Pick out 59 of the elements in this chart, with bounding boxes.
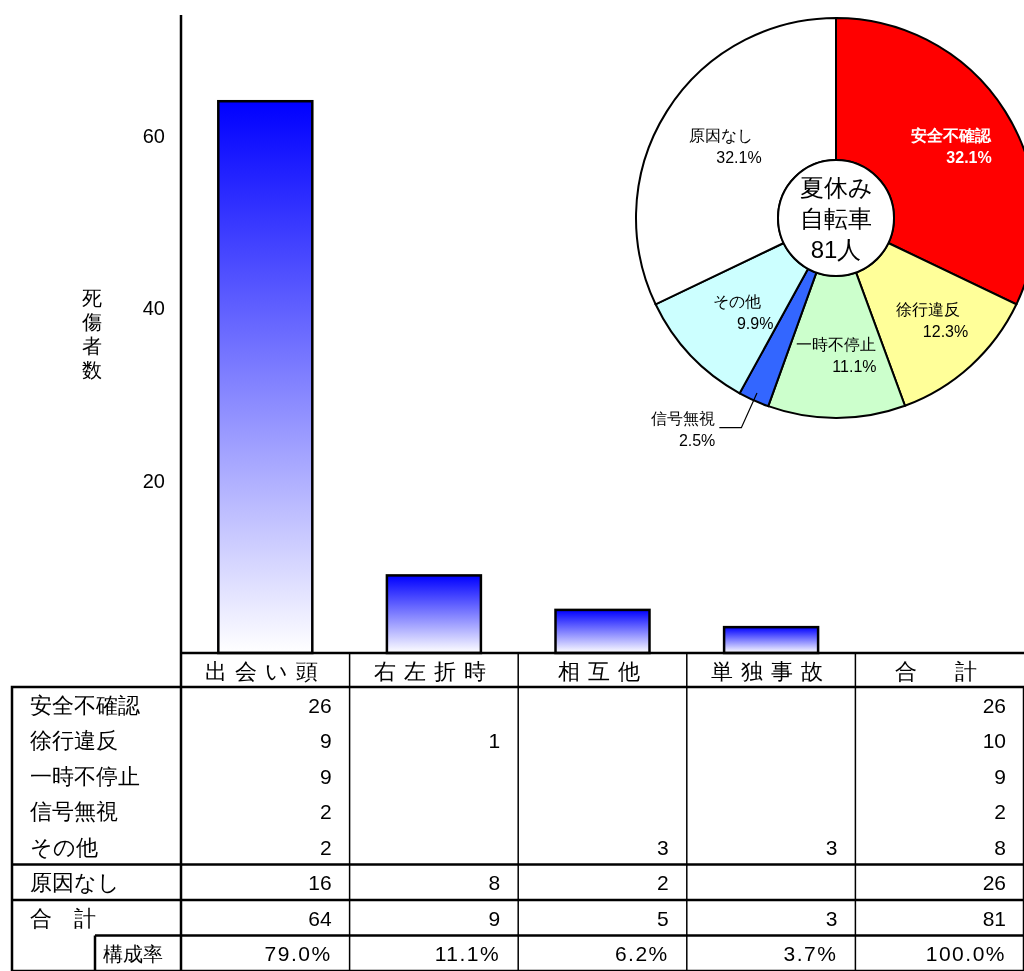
y-axis-title: 死傷者数 [81, 287, 102, 381]
y-tick-label: 一時不停止 [30, 763, 140, 789]
data-label: 11.1% [434, 942, 501, 966]
slice-label: 徐行違反 [895, 300, 960, 318]
data-label: 5 [657, 906, 669, 930]
data-label: 81 [982, 906, 1006, 930]
slice-label: 安全不確認 [911, 126, 993, 145]
data-label: 6.2% [614, 942, 669, 966]
data-label: 3 [657, 835, 669, 859]
data-label: 3.7% [783, 942, 838, 966]
annotation: 自転車 [800, 205, 872, 232]
y-tick-label: 徐行違反 [30, 728, 118, 754]
data-label: 32.1% [716, 149, 762, 167]
data-label: 64 [308, 906, 332, 930]
data-label: 16 [308, 871, 332, 895]
y-tick-label: 原因なし [30, 870, 120, 896]
data-label: 32.1% [946, 149, 992, 167]
data-label: 79.0% [264, 942, 332, 966]
x-tick-label: 合 計 [894, 659, 985, 684]
y-tick-label: 40 [142, 297, 165, 320]
data-label: 8 [488, 871, 501, 895]
data-label: 3 [825, 835, 838, 859]
data-label: 2 [319, 835, 332, 859]
data-label: 2.5% [678, 431, 716, 449]
data-label: 9.9% [736, 315, 774, 333]
annotation: 81人 [810, 236, 862, 263]
x-tick-label: 相互他 [557, 659, 648, 684]
y-tick-label: その他 [30, 834, 98, 860]
x-tick-label: 出会い頭 [204, 659, 326, 684]
data-label: 100.0% [925, 942, 1006, 966]
slice-label: 原因なし [688, 127, 753, 145]
y-tick-label: 20 [142, 469, 165, 492]
data-label: 26 [982, 693, 1006, 717]
data-label: 2 [994, 800, 1006, 824]
data-label: 11.1% [832, 358, 877, 375]
data-label: 9 [994, 764, 1006, 788]
data-label: 9 [488, 906, 501, 930]
data-label: 3 [825, 906, 838, 930]
data-label: 9 [319, 729, 332, 753]
data-label: 12.3% [922, 322, 969, 340]
slice-label: 信号無視 [651, 409, 716, 427]
data-label: 10 [982, 729, 1006, 753]
y-tick-label: 構成率 [103, 943, 163, 966]
data-label: 9 [319, 764, 332, 788]
y-tick-label: 60 [142, 124, 165, 147]
x-tick-label: 単独事故 [711, 659, 832, 684]
data-label: 2 [319, 800, 332, 824]
slice-label: その他 [713, 293, 762, 311]
slice-label: 一時不停止 [796, 336, 877, 353]
data-label: 1 [488, 729, 501, 753]
y-tick-label: 合 計 [30, 905, 96, 931]
data-label: 2 [657, 871, 669, 895]
y-tick-label: 信号無視 [30, 799, 118, 825]
annotation: 夏休み [799, 174, 873, 201]
y-tick-label: 安全不確認 [30, 692, 140, 718]
data-label: 8 [994, 835, 1006, 859]
data-label: 26 [982, 871, 1006, 895]
x-tick-label: 右左折時 [373, 659, 494, 684]
data-label: 26 [308, 693, 332, 717]
